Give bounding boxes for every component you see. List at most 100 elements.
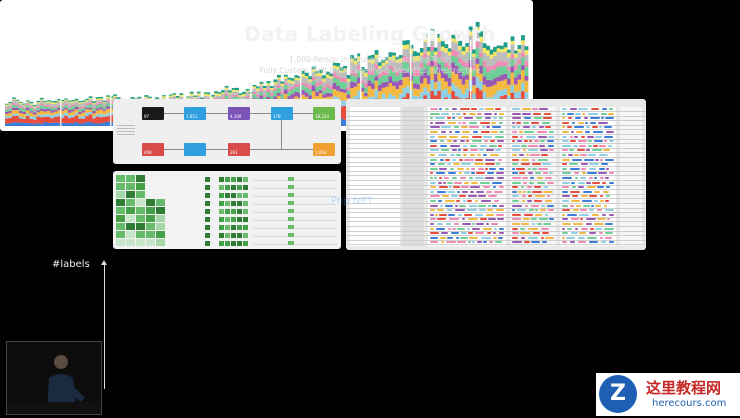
table-row[interactable] <box>346 244 646 246</box>
chart-series-segment <box>430 60 435 67</box>
pipeline-node-value: 178 <box>273 114 281 119</box>
chart-series-segment <box>315 91 320 97</box>
label-tag <box>544 186 548 189</box>
table-row[interactable] <box>346 230 646 232</box>
chart-series-segment <box>388 52 393 57</box>
chart-series-segment <box>482 66 487 77</box>
table-row[interactable] <box>346 152 646 154</box>
chart-series-segment <box>343 82 348 90</box>
chart-series-segment <box>85 109 90 113</box>
chart-series-segment <box>179 96 184 101</box>
label-tag <box>480 181 490 184</box>
chart-series-segment <box>235 91 240 95</box>
chart-series-segment <box>343 100 348 106</box>
chart-series-segment <box>440 78 445 91</box>
chart-series-segment <box>85 107 90 110</box>
chart-series-segment <box>346 81 351 88</box>
table-row[interactable] <box>346 124 646 126</box>
chart-series-segment <box>514 50 518 54</box>
grid-cell <box>136 199 145 206</box>
label-tag <box>562 158 570 161</box>
label-tag <box>574 154 579 156</box>
table-row[interactable] <box>346 216 646 218</box>
grid-cell <box>126 175 135 182</box>
chart-series-segment <box>458 57 463 64</box>
chart-series-segment <box>71 115 76 118</box>
chart-series-segment <box>88 114 93 122</box>
chart-series-segment <box>29 101 34 104</box>
label-tag <box>499 167 504 170</box>
table-row[interactable] <box>346 134 646 135</box>
label-tag <box>588 140 592 143</box>
chart-series-segment <box>447 51 452 56</box>
chart-series-segment <box>92 107 97 109</box>
label-tag <box>430 144 437 147</box>
table-row[interactable] <box>346 166 646 168</box>
label-tag <box>452 117 455 120</box>
table-row[interactable] <box>346 207 646 209</box>
label-tag <box>486 190 492 193</box>
table-row[interactable] <box>346 161 646 163</box>
chart-series-segment <box>350 58 355 63</box>
chart-series-segment <box>283 84 288 90</box>
label-tag <box>498 236 503 239</box>
chart-series-segment <box>290 94 295 99</box>
label-tag <box>463 154 467 156</box>
chart-series-segment <box>479 65 484 74</box>
chart-series-segment <box>57 122 62 126</box>
table-row[interactable] <box>346 198 646 200</box>
chart-series-segment <box>465 62 470 68</box>
chart-series-segment <box>433 66 438 75</box>
label-tag <box>441 232 448 235</box>
table-row[interactable] <box>346 143 646 145</box>
grid-cell <box>126 199 135 206</box>
chart-series-segment <box>364 87 369 93</box>
chart-series-segment <box>32 116 37 120</box>
label-tag <box>575 227 578 230</box>
table-row[interactable] <box>346 226 646 227</box>
table-row[interactable] <box>346 115 646 117</box>
label-tag <box>440 204 443 207</box>
label-tag <box>441 131 446 133</box>
chart-series-segment <box>304 83 309 88</box>
table-row[interactable] <box>346 120 646 122</box>
table-row[interactable] <box>346 221 646 223</box>
chart-series-segment <box>18 113 23 117</box>
table-row[interactable] <box>346 111 646 112</box>
grid-bar <box>237 241 242 246</box>
table-row[interactable] <box>346 235 646 237</box>
label-tag <box>567 213 577 216</box>
table-row[interactable] <box>346 184 646 186</box>
table-row[interactable] <box>346 147 646 149</box>
label-tag <box>468 195 477 198</box>
chart-series-segment <box>475 41 480 48</box>
label-tag <box>486 223 489 225</box>
chart-series-segment <box>493 46 498 52</box>
label-tag <box>458 149 461 152</box>
label-tag <box>430 135 435 138</box>
grid-cell <box>116 223 125 230</box>
label-tag <box>599 154 608 156</box>
label-tag <box>587 186 596 189</box>
table-row[interactable] <box>346 239 646 241</box>
label-tag <box>452 177 457 179</box>
table-row[interactable] <box>346 138 646 140</box>
table-row[interactable] <box>346 180 646 181</box>
table-row[interactable] <box>346 170 646 172</box>
label-tag <box>483 241 487 244</box>
chart-series-segment <box>273 84 278 89</box>
table-row[interactable] <box>346 203 646 204</box>
table-row[interactable] <box>346 129 646 131</box>
chart-series-segment <box>500 74 504 81</box>
chart-series-segment <box>5 104 9 107</box>
site-watermark[interactable]: Z 这里教程网 herecours.com <box>596 373 740 416</box>
chart-series-segment <box>297 80 302 85</box>
chart-series-segment <box>308 89 313 96</box>
table-row[interactable] <box>346 157 646 158</box>
table-row[interactable] <box>346 189 646 191</box>
table-row[interactable] <box>346 193 646 195</box>
label-tag <box>567 126 572 129</box>
table-row[interactable] <box>346 212 646 214</box>
chart-series-segment <box>36 114 41 117</box>
table-row[interactable] <box>346 175 646 177</box>
